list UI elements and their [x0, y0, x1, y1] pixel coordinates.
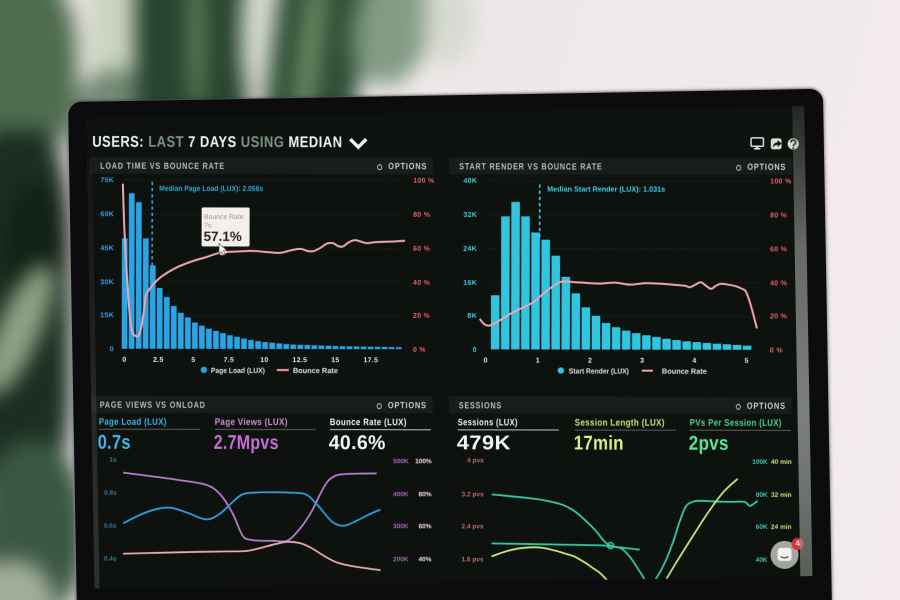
svg-text:40 %: 40 %: [413, 280, 431, 287]
svg-text:8K: 8K: [467, 313, 477, 320]
svg-text:Page Load (LUX): Page Load (LUX): [99, 417, 167, 428]
svg-text:80%: 80%: [419, 491, 432, 498]
svg-text:2.7Mpvs: 2.7Mpvs: [214, 432, 279, 454]
svg-text:479K: 479K: [457, 432, 511, 454]
svg-text:60 %: 60 %: [413, 246, 431, 253]
svg-text:17.5: 17.5: [363, 357, 378, 364]
svg-text:20 %: 20 %: [413, 313, 431, 320]
svg-text:80K: 80K: [756, 492, 768, 499]
svg-text:100%: 100%: [415, 458, 432, 465]
svg-text:Median Page Load (LUX): 2.056s: Median Page Load (LUX): 2.056s: [159, 184, 263, 193]
svg-text:7.5: 7.5: [224, 357, 235, 364]
svg-text:2.4 pvs: 2.4 pvs: [462, 523, 484, 530]
svg-text:0.6s: 0.6s: [104, 523, 117, 530]
svg-text:Page Load (LUX): Page Load (LUX): [211, 366, 265, 375]
svg-text:2: 2: [588, 358, 592, 365]
svg-text:45K: 45K: [100, 245, 114, 252]
svg-text:0.8s: 0.8s: [104, 490, 117, 497]
svg-text:0: 0: [122, 357, 126, 364]
svg-text:30K: 30K: [100, 279, 114, 286]
svg-text:7s: 7s: [204, 222, 212, 229]
svg-text:75K: 75K: [100, 177, 114, 184]
svg-text:10: 10: [260, 357, 268, 364]
svg-text:0 %: 0 %: [413, 347, 426, 354]
svg-text:400K: 400K: [393, 491, 409, 498]
svg-text:0: 0: [110, 346, 114, 353]
svg-text:500K: 500K: [393, 458, 409, 465]
svg-text:5: 5: [745, 358, 749, 365]
svg-text:5: 5: [191, 357, 195, 364]
svg-text:PVs Per Session (LUX): PVs Per Session (LUX): [690, 418, 782, 429]
svg-text:20 %: 20 %: [770, 313, 788, 320]
svg-text:16K: 16K: [463, 280, 477, 287]
svg-text:32K: 32K: [463, 212, 477, 219]
svg-text:32 min: 32 min: [771, 492, 792, 499]
svg-text:1.6 pvs: 1.6 pvs: [461, 556, 483, 563]
svg-text:3: 3: [640, 358, 644, 365]
svg-text:80 %: 80 %: [413, 212, 431, 219]
svg-text:1s: 1s: [109, 457, 117, 464]
svg-text:4: 4: [692, 358, 696, 365]
svg-text:Bounce Rate: Bounce Rate: [662, 367, 707, 376]
svg-text:40K: 40K: [463, 178, 477, 185]
svg-text:40 min: 40 min: [771, 459, 792, 466]
svg-text:24K: 24K: [463, 246, 477, 253]
svg-text:100 %: 100 %: [413, 178, 435, 185]
svg-text:2pvs: 2pvs: [689, 433, 729, 455]
svg-text:Bounce Rate: Bounce Rate: [204, 214, 244, 221]
svg-text:0.7s: 0.7s: [98, 432, 131, 454]
svg-text:24 min: 24 min: [771, 524, 792, 531]
svg-text:Bounce Rate (LUX): Bounce Rate (LUX): [330, 417, 407, 428]
svg-text:Sessions (LUX): Sessions (LUX): [458, 417, 518, 428]
svg-text:Median Start Render (LUX): 1.0: Median Start Render (LUX): 1.031s: [547, 184, 665, 193]
svg-text:100K: 100K: [752, 459, 768, 466]
svg-text:40K: 40K: [756, 557, 768, 564]
svg-text:1: 1: [536, 357, 540, 364]
svg-text:0 %: 0 %: [770, 347, 783, 354]
svg-text:17min: 17min: [574, 433, 624, 455]
svg-text:300K: 300K: [393, 523, 409, 530]
svg-text:40.6%: 40.6%: [329, 432, 386, 454]
svg-text:Page Views (LUX): Page Views (LUX): [215, 417, 288, 428]
svg-text:4 pvs: 4 pvs: [467, 457, 484, 464]
svg-text:15K: 15K: [100, 312, 114, 319]
svg-text:40%: 40%: [419, 556, 432, 563]
svg-text:60 %: 60 %: [770, 246, 788, 253]
svg-text:60K: 60K: [100, 211, 114, 218]
svg-text:3.2 pvs: 3.2 pvs: [462, 491, 484, 498]
svg-text:Start Render (LUX): Start Render (LUX): [569, 367, 629, 376]
svg-text:Session Length (LUX): Session Length (LUX): [575, 418, 665, 429]
svg-text:12.5: 12.5: [292, 357, 307, 364]
svg-text:2.5: 2.5: [153, 357, 164, 364]
svg-text:0: 0: [473, 347, 477, 354]
svg-text:40 %: 40 %: [770, 280, 788, 287]
svg-text:60K: 60K: [756, 524, 768, 531]
svg-text:0: 0: [484, 357, 488, 364]
svg-text:57.1%: 57.1%: [204, 229, 242, 244]
svg-text:80 %: 80 %: [770, 212, 788, 219]
svg-text:0.4s: 0.4s: [104, 556, 117, 563]
svg-text:15: 15: [331, 357, 339, 364]
svg-text:60%: 60%: [419, 523, 432, 530]
svg-text:Bounce Rate: Bounce Rate: [293, 366, 338, 375]
svg-text:200K: 200K: [393, 556, 409, 563]
svg-text:100 %: 100 %: [770, 178, 792, 185]
